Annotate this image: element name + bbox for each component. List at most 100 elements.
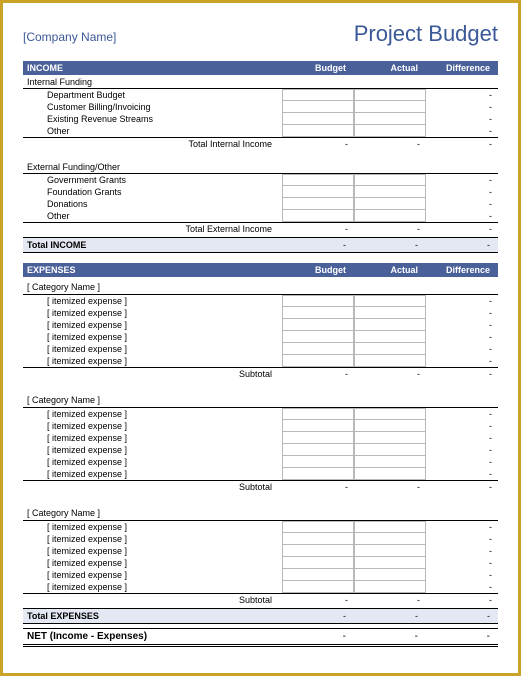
budget-cell[interactable] [282, 569, 354, 581]
subtotal-diff: - [426, 139, 498, 149]
budget-cell[interactable] [282, 174, 354, 186]
budget-cell[interactable] [282, 295, 354, 307]
subtotal-label: Subtotal [23, 369, 282, 379]
item-label: Department Budget [47, 89, 282, 101]
actual-cell[interactable] [354, 545, 426, 557]
category-subtotal-row: Subtotal--- [23, 593, 498, 606]
actual-cell[interactable] [354, 355, 426, 367]
subtotal-budget: - [282, 482, 354, 492]
line-item: [ itemized expense ]- [23, 355, 498, 367]
subtotal-diff: - [426, 595, 498, 605]
total-expenses-actual: - [350, 611, 422, 621]
item-label: Existing Revenue Streams [47, 113, 282, 125]
diff-cell: - [426, 444, 498, 456]
budget-cell[interactable] [282, 343, 354, 355]
actual-cell[interactable] [354, 101, 426, 113]
actual-cell[interactable] [354, 331, 426, 343]
col-actual: Actual [350, 265, 422, 275]
diff-cell: - [426, 319, 498, 331]
line-item: Donations- [23, 198, 498, 210]
diff-cell: - [426, 295, 498, 307]
actual-cell[interactable] [354, 533, 426, 545]
actual-cell[interactable] [354, 89, 426, 101]
item-label: [ itemized expense ] [47, 343, 282, 355]
actual-cell[interactable] [354, 186, 426, 198]
external-funding-header: External Funding/Other [23, 161, 498, 174]
income-section-header: INCOME Budget Actual Difference [23, 61, 498, 75]
budget-cell[interactable] [282, 468, 354, 480]
line-item: Department Budget- [23, 89, 498, 101]
actual-cell[interactable] [354, 295, 426, 307]
actual-cell[interactable] [354, 198, 426, 210]
budget-cell[interactable] [282, 408, 354, 420]
actual-cell[interactable] [354, 581, 426, 593]
diff-cell: - [426, 355, 498, 367]
line-item: [ itemized expense ]- [23, 545, 498, 557]
budget-cell[interactable] [282, 331, 354, 343]
line-item: Customer Billing/Invoicing- [23, 101, 498, 113]
budget-cell[interactable] [282, 210, 354, 222]
item-label: [ itemized expense ] [47, 444, 282, 456]
total-expenses-row: Total EXPENSES - - - [23, 608, 498, 624]
page-title: Project Budget [354, 21, 498, 47]
line-item: [ itemized expense ]- [23, 569, 498, 581]
budget-cell[interactable] [282, 533, 354, 545]
budget-cell[interactable] [282, 355, 354, 367]
budget-cell[interactable] [282, 581, 354, 593]
budget-cell[interactable] [282, 307, 354, 319]
line-item: [ itemized expense ]- [23, 456, 498, 468]
actual-cell[interactable] [354, 113, 426, 125]
budget-cell[interactable] [282, 186, 354, 198]
item-label: [ itemized expense ] [47, 319, 282, 331]
actual-cell[interactable] [354, 456, 426, 468]
actual-cell[interactable] [354, 569, 426, 581]
budget-cell[interactable] [282, 521, 354, 533]
budget-cell[interactable] [282, 319, 354, 331]
budget-cell[interactable] [282, 432, 354, 444]
actual-cell[interactable] [354, 125, 426, 137]
budget-cell[interactable] [282, 545, 354, 557]
budget-cell[interactable] [282, 113, 354, 125]
subtotal-budget: - [282, 595, 354, 605]
budget-cell[interactable] [282, 101, 354, 113]
line-item: Other- [23, 210, 498, 222]
actual-cell[interactable] [354, 210, 426, 222]
total-income-actual: - [350, 240, 422, 250]
diff-cell: - [426, 307, 498, 319]
col-difference: Difference [422, 63, 494, 73]
external-subtotal-label: Total External Income [23, 224, 282, 234]
diff-cell: - [426, 186, 498, 198]
actual-cell[interactable] [354, 174, 426, 186]
line-item: [ itemized expense ] - [23, 307, 498, 319]
actual-cell[interactable] [354, 420, 426, 432]
budget-cell[interactable] [282, 89, 354, 101]
budget-cell[interactable] [282, 444, 354, 456]
net-actual: - [350, 631, 422, 642]
actual-cell[interactable] [354, 557, 426, 569]
budget-cell[interactable] [282, 125, 354, 137]
item-label: [ itemized expense ] [47, 307, 282, 319]
actual-cell[interactable] [354, 343, 426, 355]
budget-cell[interactable] [282, 198, 354, 210]
actual-cell[interactable] [354, 468, 426, 480]
diff-cell: - [426, 557, 498, 569]
item-label: [ itemized expense ] [47, 468, 282, 480]
actual-cell[interactable] [354, 319, 426, 331]
item-label: Other [47, 210, 282, 222]
external-subtotal-row: Total External Income - - - [23, 222, 498, 235]
actual-cell[interactable] [354, 521, 426, 533]
line-item: Existing Revenue Streams- [23, 113, 498, 125]
diff-cell: - [426, 533, 498, 545]
col-budget: Budget [278, 63, 350, 73]
actual-cell[interactable] [354, 307, 426, 319]
category-name: [ Category Name ] [23, 394, 498, 408]
actual-cell[interactable] [354, 444, 426, 456]
budget-cell[interactable] [282, 420, 354, 432]
diff-cell: - [426, 581, 498, 593]
budget-cell[interactable] [282, 456, 354, 468]
actual-cell[interactable] [354, 408, 426, 420]
budget-cell[interactable] [282, 557, 354, 569]
item-label: [ itemized expense ] [47, 295, 282, 307]
item-label: [ itemized expense ] [47, 408, 282, 420]
actual-cell[interactable] [354, 432, 426, 444]
